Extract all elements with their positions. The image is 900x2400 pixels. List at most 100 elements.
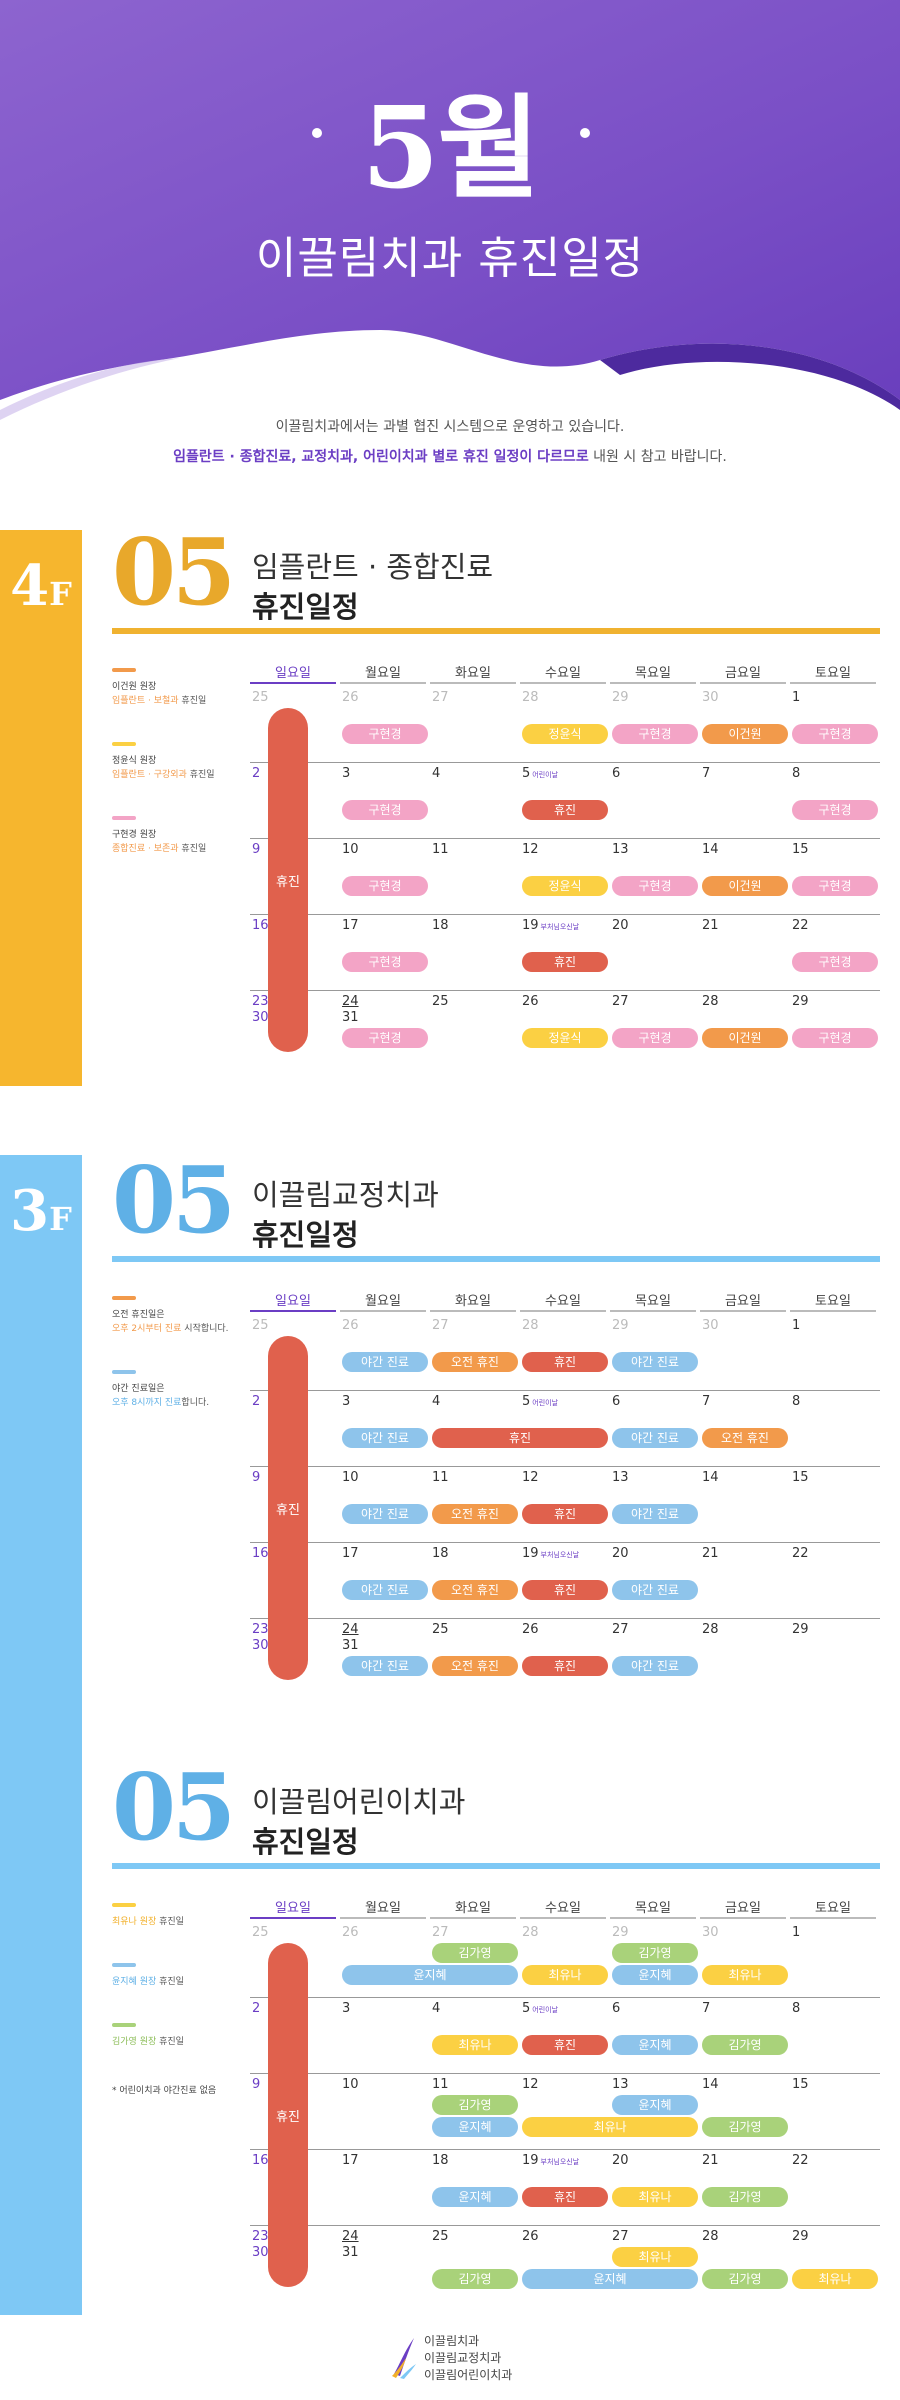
- day-number-text: 28: [522, 690, 539, 705]
- schedule-pill: 야간 진료: [612, 1580, 698, 1600]
- day-number-text: 2: [252, 2001, 261, 2016]
- day-number-text: 9: [252, 842, 261, 857]
- legend-desc: 김가영 원장 휴진일: [112, 2035, 242, 2049]
- legend-item: 윤지혜 원장 휴진일: [112, 1963, 242, 1989]
- legend-swatch: [112, 1903, 136, 1907]
- weekday-underline: [700, 1917, 786, 1919]
- day-number: 24: [342, 994, 359, 1009]
- day-number-text: 25: [252, 1925, 269, 1940]
- day-number: 11: [432, 2077, 449, 2092]
- day-number: 5 어린이날: [522, 1394, 558, 1409]
- hero-dot-left: [312, 128, 322, 138]
- day-number: 8: [792, 2001, 800, 2016]
- day-number: 26: [522, 2229, 539, 2244]
- section-title: 임플란트 · 종합진료: [252, 550, 494, 584]
- day-number-text: 13: [612, 842, 629, 857]
- day-number: 30: [252, 1638, 269, 1653]
- day-number: 23: [252, 1622, 269, 1637]
- day-number-text: 22: [792, 2153, 809, 2168]
- weekday-label: 금요일: [725, 1294, 761, 1309]
- hero-background: [0, 0, 900, 420]
- legend-desc: 오후 8시까지 진료합니다.: [112, 1396, 242, 1410]
- legend-desc-rest: 시작합니다.: [181, 1324, 229, 1334]
- day-number-text: 1: [792, 690, 801, 705]
- day-number-text: 28: [702, 2229, 719, 2244]
- day-number-text: 11: [432, 1470, 449, 1485]
- day-number-text: 29: [612, 690, 629, 705]
- day-number: 18: [432, 918, 449, 933]
- weekday-header: 일요일 월요일 화요일 수요일 목요일 금요일 토요일: [250, 662, 880, 684]
- schedule-pill: 이건원: [702, 876, 788, 896]
- weekday-header: 일요일 월요일 화요일 수요일 목요일 금요일 토요일: [250, 1897, 880, 1919]
- section-month-number: 05: [112, 518, 236, 626]
- day-number: 3: [342, 1394, 350, 1409]
- day-number: 9: [252, 842, 260, 857]
- day-number: 30: [702, 690, 719, 705]
- schedule-pill: 김가영: [432, 2269, 518, 2289]
- day-number: 30: [252, 2245, 269, 2260]
- legend-desc-highlight: 임플란트 · 보철과: [112, 696, 179, 706]
- week-divider: [250, 2073, 880, 2074]
- weekday-underline: [430, 1310, 516, 1312]
- weekday-label: 목요일: [635, 1901, 671, 1916]
- day-number: 29: [792, 1622, 809, 1637]
- section-title: 이끌림교정치과: [252, 1178, 439, 1212]
- legend-item: 정윤식 원장 임플란트 · 구강외과 휴진일: [112, 742, 242, 782]
- day-number-text: 7: [702, 2001, 711, 2016]
- schedule-pill: 구현경: [342, 800, 428, 820]
- legend-desc-rest: 휴진일: [156, 2037, 184, 2047]
- section-month-number: 05: [112, 1146, 236, 1254]
- weekday-underline: [610, 1917, 696, 1919]
- day-number-text: 30: [702, 690, 719, 705]
- schedule-pill: 구현경: [612, 724, 698, 744]
- day-number: 17: [342, 1546, 359, 1561]
- intro-note-rest: 내원 시 참고 바랍니다.: [588, 449, 727, 465]
- day-number-text: 20: [612, 918, 629, 933]
- day-number-text: 20: [612, 2153, 629, 2168]
- weekday-label: 수요일: [545, 1901, 581, 1916]
- day-number-text: 13: [612, 1470, 629, 1485]
- schedule-pill: 김가영: [702, 2187, 788, 2207]
- day-number: 12: [522, 2077, 539, 2092]
- day-number-text: 15: [792, 1470, 809, 1485]
- schedule-pill: 최유나: [612, 2187, 698, 2207]
- day-number-text: 25: [252, 1318, 269, 1333]
- week-divider: [250, 990, 880, 991]
- day-number-text: 25: [432, 1622, 449, 1637]
- day-number: 16: [252, 2153, 269, 2168]
- day-number: 19 부처님오신날: [522, 918, 579, 933]
- schedule-pill: 휴진: [432, 1428, 608, 1448]
- day-number: 28: [702, 2229, 719, 2244]
- day-number-text: 5: [522, 766, 531, 781]
- day-number: 16: [252, 1546, 269, 1561]
- day-number: 21: [702, 1546, 719, 1561]
- day-number: 1: [792, 1925, 800, 1940]
- schedule-pill: 휴진: [522, 1656, 608, 1676]
- legend-desc: 종합진료 · 보존과 휴진일: [112, 842, 242, 856]
- hero-banner: 5월 이끌림치과 휴진일정: [0, 0, 900, 470]
- day-number-text: 26: [342, 1318, 359, 1333]
- day-number-text: 3: [342, 1394, 351, 1409]
- day-number: 25: [252, 1925, 269, 1940]
- schedule-pill: 최유나: [702, 1965, 788, 1985]
- day-number: 30: [252, 1010, 269, 1025]
- weekday-label: 일요일: [275, 1901, 311, 1916]
- day-number: 28: [522, 690, 539, 705]
- day-number: 27: [612, 2229, 629, 2244]
- weekday-underline: [700, 1310, 786, 1312]
- day-number-text: 27: [432, 1318, 449, 1333]
- weekday-underline: [430, 1917, 516, 1919]
- section-month-number: 05: [112, 1753, 236, 1861]
- section-title: 이끌림어린이치과: [252, 1785, 466, 1819]
- floor-3f-bar: 3F: [0, 1155, 82, 2315]
- day-number-text: 26: [522, 1622, 539, 1637]
- week-divider: [250, 914, 880, 915]
- day-number-text: 26: [522, 994, 539, 1009]
- section-subtitle: 휴진일정: [252, 1218, 359, 1252]
- day-number-text: 25: [252, 690, 269, 705]
- day-number: 11: [432, 1470, 449, 1485]
- day-number-text: 14: [702, 1470, 719, 1485]
- legend-desc-highlight: 김가영 원장: [112, 2037, 157, 2047]
- day-number-text: 14: [702, 842, 719, 857]
- schedule-pill: 구현경: [612, 1028, 698, 1048]
